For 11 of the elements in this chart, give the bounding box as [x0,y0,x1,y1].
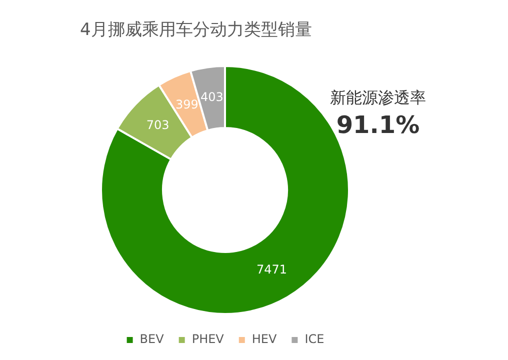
legend-label: HEV [252,332,278,346]
data-label: 399 [175,97,198,112]
data-label: 7471 [256,262,288,277]
legend-label: BEV [140,332,165,346]
data-label: 703 [146,118,170,132]
chart-title: 4月挪威乘用车分动力类型销量 [80,19,312,41]
data-label: 403 [200,90,224,104]
legend-label: ICE [304,332,324,346]
legend-label: PHEV [192,332,225,346]
text: 新能源渗透率 [329,88,427,109]
text: 91.1% [335,111,421,139]
